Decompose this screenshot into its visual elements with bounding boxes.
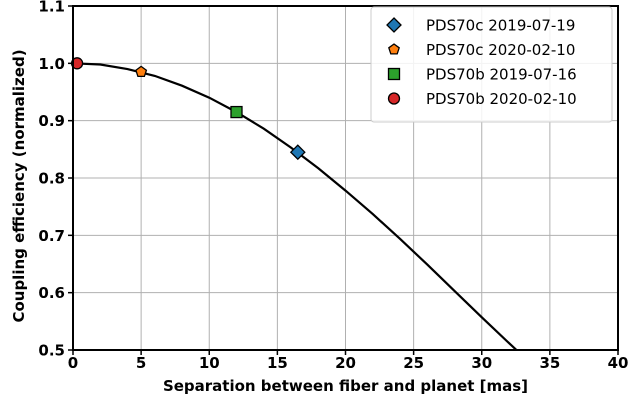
data-point-diamond — [289, 144, 306, 161]
y-tick-label: 0.7 — [38, 227, 65, 245]
legend-entry-label: PDS70c 2020-02-10 — [426, 41, 575, 59]
legend-marker-pentagon — [388, 43, 400, 55]
x-tick-label: 25 — [403, 354, 424, 372]
x-tick-labels: 0 5 10 15 20 25 30 35 40 — [68, 354, 628, 372]
x-axis-title: Separation between fiber and planet [mas… — [163, 377, 528, 395]
data-point-pentagon — [135, 65, 148, 78]
x-tick-label: 10 — [199, 354, 220, 372]
coupling-curve — [73, 62, 519, 350]
y-axis-title: Coupling efficiency (normalized) — [10, 49, 28, 322]
legend-box — [370, 6, 613, 123]
legend-entry-label: PDS70c 2019-07-19 — [426, 17, 575, 35]
data-points — [70, 57, 306, 161]
y-tick-label: 1.0 — [38, 55, 65, 73]
y-tick-label: 0.5 — [38, 342, 65, 360]
legend-entry-label: PDS70b 2020-02-10 — [426, 90, 577, 108]
legend-marker-diamond — [386, 17, 402, 33]
y-tick-label: 0.8 — [38, 170, 65, 188]
x-tick-label: 30 — [471, 354, 492, 372]
y-tick-labels: 0.5 0.6 0.7 0.8 0.9 1.0 1.1 — [38, 0, 65, 360]
y-tick-label: 0.6 — [38, 284, 65, 302]
legend-marker-square — [387, 67, 401, 81]
x-tick-label: 15 — [267, 354, 288, 372]
x-tick-label: 20 — [335, 354, 356, 372]
legend-marker-circle — [387, 92, 401, 105]
x-tick-label: 0 — [68, 354, 78, 372]
data-point-square — [230, 105, 243, 119]
x-tick-label: 40 — [608, 354, 628, 372]
y-tick-label: 1.1 — [38, 0, 65, 16]
axis-ticks — [68, 5, 619, 355]
x-tick-label: 35 — [539, 354, 560, 372]
x-tick-label: 5 — [136, 354, 146, 372]
legend: PDS70c 2019-07-19 PDS70c 2020-02-10 PDS70b… — [370, 6, 613, 123]
legend-entry-label: PDS70b 2019-07-16 — [426, 66, 577, 84]
y-tick-label: 0.9 — [38, 112, 65, 130]
